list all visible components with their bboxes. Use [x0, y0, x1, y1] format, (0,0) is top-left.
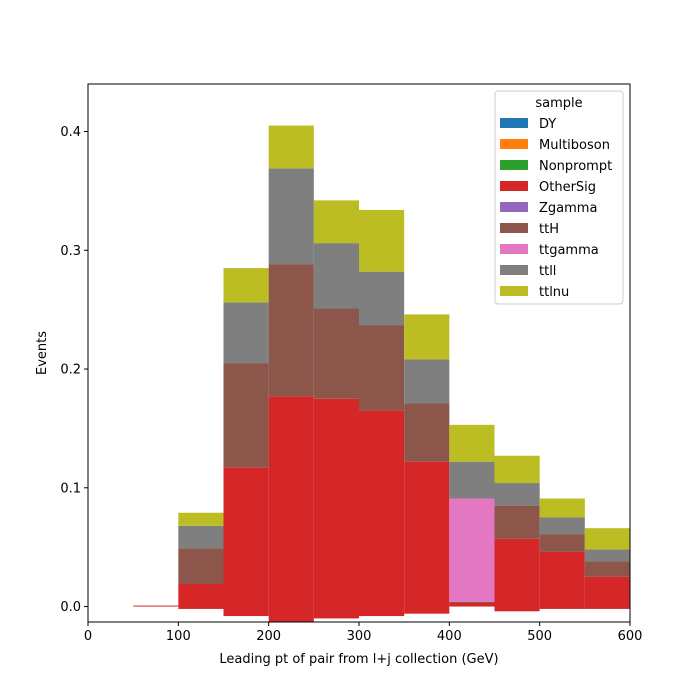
legend-label-othersig: OtherSig	[539, 180, 596, 195]
bar-tth-bin-7	[404, 403, 450, 462]
legend-items: DY Multiboson Nonprompt OtherSig Zgamma ttH tt…	[500, 117, 612, 300]
bar-ttlnu-bin-5	[313, 200, 359, 244]
bar-ttlnu-bin-9	[494, 455, 540, 484]
legend-label-ttlnu: ttlnu	[539, 285, 569, 300]
x-tick-label: 500	[527, 629, 552, 644]
bar-othersig-bin-1	[133, 605, 179, 607]
legend-label-ttgamma: ttgamma	[539, 243, 599, 258]
legend-label-zgamma: Zgamma	[539, 201, 597, 216]
bar-tth-bin-3	[223, 363, 269, 468]
bar-ttlnu-bin-6	[359, 209, 405, 272]
bar-othersig-bin-11	[584, 576, 630, 609]
bars-layer	[133, 125, 630, 622]
bar-ttgamma-bin-8	[449, 498, 495, 602]
bar-ttll-bin-4	[268, 168, 314, 265]
legend-swatch-multiboson	[500, 139, 528, 149]
y-tick-label: 0.1	[60, 481, 81, 496]
bar-othersig-bin-7	[404, 461, 450, 614]
legend-label-dy: DY	[539, 117, 556, 132]
legend-title: sample	[535, 96, 582, 111]
x-tick-label: 300	[347, 629, 372, 644]
bar-tth-bin-5	[313, 308, 359, 399]
bar-ttlnu-bin-7	[404, 314, 450, 360]
bar-othersig-bin-2	[178, 584, 224, 609]
legend-swatch-ttll	[500, 265, 528, 275]
legend-swatch-tth	[500, 223, 528, 233]
y-axis: 0.0 0.1 0.2 0.3 0.4	[60, 125, 88, 615]
bar-ttlnu-bin-10	[539, 498, 585, 518]
bar-othersig-bin-10	[539, 551, 585, 609]
bar-ttll-bin-10	[539, 517, 585, 535]
legend-label-multiboson: Multiboson	[539, 138, 610, 153]
bar-ttll-bin-6	[359, 271, 405, 326]
x-tick-label: 200	[256, 629, 281, 644]
y-tick-label: 0.4	[60, 125, 81, 140]
bar-tth-bin-6	[359, 325, 405, 411]
bar-tth-bin-8	[449, 601, 495, 603]
legend-label-tth: ttH	[539, 222, 559, 237]
legend-swatch-ttgamma	[500, 244, 528, 254]
bar-othersig-bin-4	[268, 396, 314, 622]
bar-tth-bin-9	[494, 505, 540, 539]
legend-swatch-zgamma	[500, 202, 528, 212]
x-axis: 0 100 200 300 400 500 600	[84, 622, 643, 644]
y-tick-label: 0.2	[60, 363, 81, 378]
bar-ttlnu-bin-8	[449, 424, 495, 462]
legend-label-nonprompt: Nonprompt	[539, 159, 612, 174]
y-axis-label: Events	[35, 331, 50, 375]
bar-ttll-bin-11	[584, 549, 630, 562]
bar-othersig-bin-8	[449, 603, 495, 607]
bar-ttll-bin-5	[313, 243, 359, 309]
bar-ttll-bin-9	[494, 483, 540, 506]
bar-ttlnu-bin-4	[268, 125, 314, 169]
bar-ttll-bin-8	[449, 461, 495, 499]
bar-othersig-bin-6	[359, 410, 405, 617]
bar-ttlnu-bin-11	[584, 528, 630, 550]
bar-tth-bin-2	[178, 548, 224, 584]
bar-othersig-bin-3	[223, 467, 269, 617]
bar-tth-bin-4	[268, 264, 314, 397]
x-tick-label: 400	[437, 629, 462, 644]
legend-swatch-othersig	[500, 181, 528, 191]
bar-othersig-bin-5	[313, 398, 359, 619]
bar-tth-bin-10	[539, 534, 585, 552]
bar-ttlnu-bin-2	[178, 512, 224, 526]
x-tick-label: 600	[618, 629, 643, 644]
legend-swatch-dy	[500, 118, 528, 128]
legend: sample DY Multiboson Nonprompt OtherSig Zgam…	[494, 90, 624, 305]
x-axis-label: Leading pt of pair from l+j collection (…	[219, 652, 498, 667]
y-tick-label: 0.3	[60, 244, 81, 259]
legend-swatch-ttlnu	[500, 286, 528, 296]
bar-tth-bin-11	[584, 561, 630, 577]
x-tick-label: 100	[166, 629, 191, 644]
y-tick-label: 0.0	[60, 600, 81, 615]
bar-othersig-bin-9	[494, 538, 540, 612]
legend-label-ttll: ttll	[539, 264, 556, 279]
bar-ttll-bin-3	[223, 302, 269, 364]
bar-ttll-bin-7	[404, 359, 450, 404]
bar-ttlnu-bin-3	[223, 268, 269, 303]
legend-swatch-nonprompt	[500, 160, 528, 170]
x-tick-label: 0	[84, 629, 92, 644]
bar-ttll-bin-2	[178, 525, 224, 549]
